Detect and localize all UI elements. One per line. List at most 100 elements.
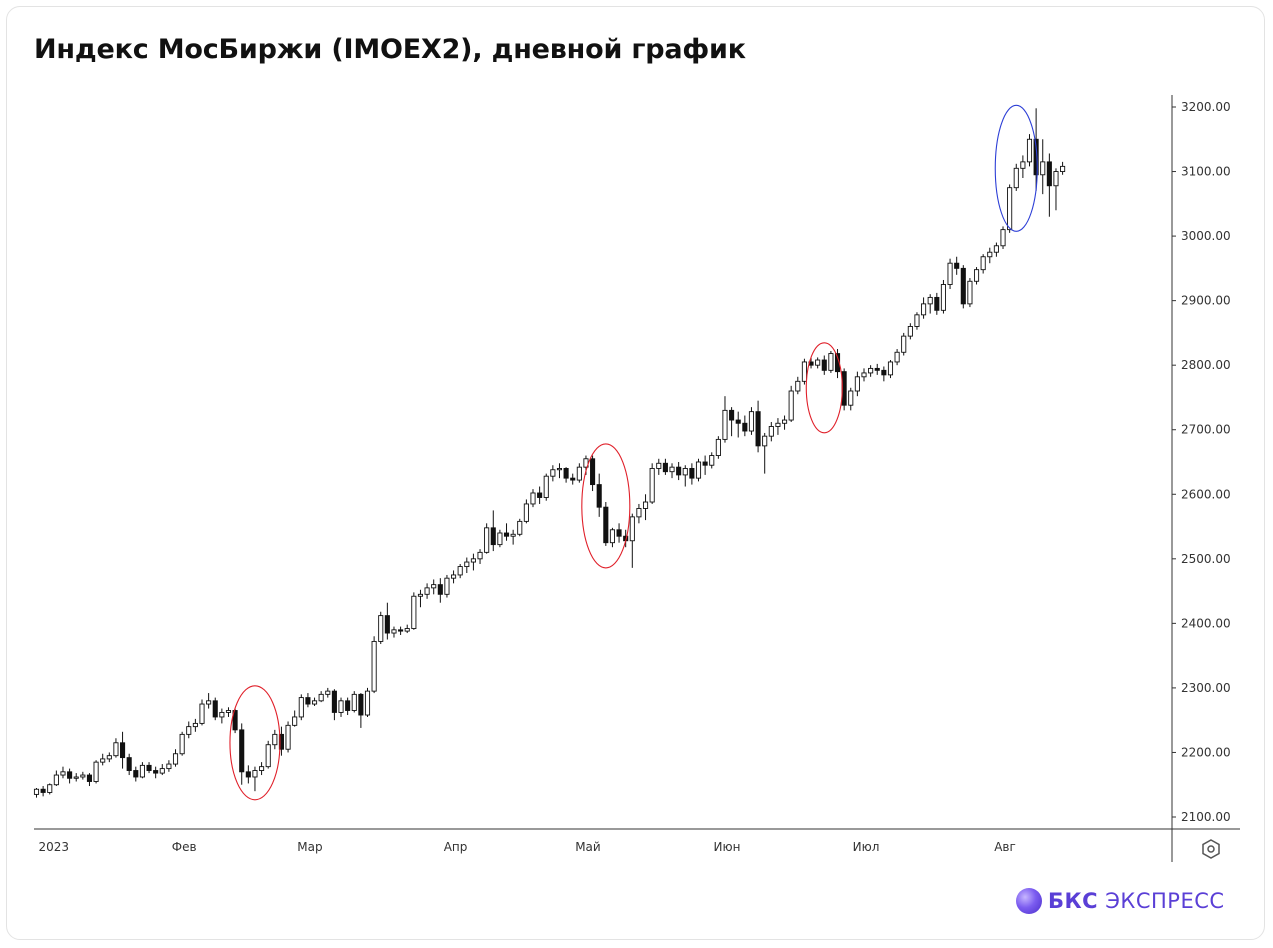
candle-body-up: [828, 353, 834, 371]
annotation-ellipse: [805, 342, 843, 434]
annotations-layer: [229, 104, 1038, 801]
candle-body-down: [398, 629, 404, 632]
candle: [484, 523, 490, 554]
candle-body-up: [523, 503, 529, 522]
candle-body-up: [709, 455, 715, 466]
candle-body-up: [378, 615, 384, 642]
candle-body-down: [384, 615, 390, 634]
candle: [695, 458, 702, 482]
candle-body-up: [93, 761, 99, 782]
candle: [854, 371, 860, 397]
candle-body-up: [1000, 229, 1006, 247]
candle-body-up: [629, 516, 635, 542]
candle-body-up: [53, 774, 59, 786]
candle: [907, 323, 913, 340]
candle: [159, 764, 165, 776]
candle: [676, 462, 682, 481]
candle: [113, 738, 119, 758]
candle: [490, 510, 496, 552]
candle: [411, 592, 417, 630]
y-tick-label: 2500.00: [1181, 552, 1231, 566]
candle-body-up: [272, 733, 278, 746]
settings-hexagon-icon[interactable]: [1200, 838, 1222, 860]
candle-body-up: [159, 768, 165, 774]
candle: [417, 589, 424, 608]
candle: [755, 400, 761, 453]
candle: [682, 465, 688, 487]
x-tick-label: Апр: [444, 840, 468, 854]
candle: [775, 418, 781, 435]
x-tick-label: Май: [575, 840, 601, 854]
candle: [219, 708, 225, 724]
candle: [603, 502, 609, 546]
x-tick-label: Фев: [172, 840, 197, 854]
candle-body-up: [73, 776, 79, 779]
candle-body-up: [576, 466, 582, 481]
candle: [153, 766, 159, 779]
candle-body-up: [768, 426, 774, 437]
candle-body-up: [338, 700, 344, 713]
candle-body-up: [1053, 171, 1059, 187]
candle: [265, 740, 271, 769]
candle: [60, 766, 66, 779]
candle: [477, 549, 483, 564]
candle-body-up: [199, 703, 205, 724]
candle: [1060, 161, 1066, 175]
candle: [1046, 153, 1052, 217]
candle-body-down: [126, 757, 132, 771]
candle-body-up: [642, 501, 649, 509]
candle: [927, 294, 933, 314]
candle-body-up: [762, 435, 768, 447]
candle-body-down: [881, 369, 887, 376]
candle: [73, 773, 79, 782]
candle-body-up: [80, 774, 86, 778]
candle: [510, 529, 516, 545]
y-tick-label: 2700.00: [1181, 423, 1231, 437]
candle: [821, 355, 827, 375]
candle: [345, 697, 351, 716]
candle-body-up: [464, 561, 470, 568]
y-tick-label: 2800.00: [1181, 358, 1231, 372]
candle: [451, 570, 457, 584]
candle-body-down: [874, 367, 880, 371]
candle-body-down: [358, 693, 364, 716]
candle: [993, 242, 999, 257]
candle-body-up: [801, 361, 807, 382]
candle-body-down: [954, 262, 960, 269]
candle: [225, 707, 232, 717]
candle: [590, 455, 596, 492]
candle-body-up: [993, 245, 999, 253]
candles-layer: [33, 108, 1066, 798]
candle: [318, 691, 324, 703]
candle: [464, 557, 470, 574]
candle-body-up: [206, 700, 212, 705]
candle-body-up: [921, 303, 927, 316]
candle-body-down: [603, 506, 609, 544]
candle: [53, 770, 59, 787]
x-tick-label: Мар: [297, 840, 322, 854]
candle: [649, 463, 655, 504]
candle-body-up: [311, 700, 318, 705]
brand-strong: БКС: [1048, 889, 1099, 913]
chart-axes: [34, 95, 1240, 862]
annotation-ellipse: [581, 443, 631, 569]
candle-body-up: [854, 376, 860, 392]
candle-body-up: [894, 351, 900, 363]
candle-body-up: [298, 697, 304, 718]
candle-body-up: [748, 411, 755, 432]
candle-body-down: [120, 742, 126, 759]
candle: [550, 465, 556, 482]
candle-body-up: [47, 784, 53, 793]
candle: [801, 358, 807, 385]
candle: [570, 473, 576, 485]
candle-body-up: [695, 461, 702, 479]
candle: [1007, 184, 1013, 233]
x-tick-label: 2023: [39, 840, 70, 854]
candle: [285, 721, 291, 753]
candle: [563, 467, 569, 483]
candle: [960, 265, 966, 309]
candle-body-up: [292, 716, 298, 726]
bcs-sphere-icon: [1016, 888, 1042, 914]
candle: [186, 721, 192, 739]
